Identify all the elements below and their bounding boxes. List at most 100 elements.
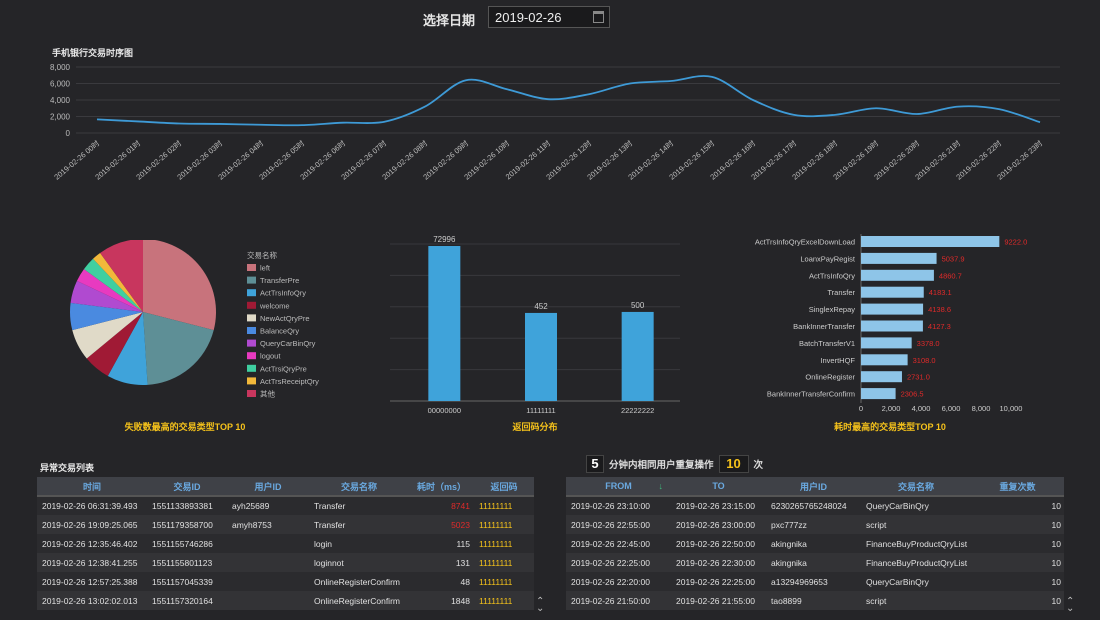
name-cell: OnlineRegisterConfirm [309,572,409,591]
table-row[interactable]: 2019-02-26 06:31:39.493 1551133893381 ayh2… [37,496,534,515]
col-header-code[interactable]: 返回码 [474,477,534,497]
scroll-updown-icon[interactable]: ⌃ ⌄ [1066,596,1075,614]
y-tick-label: InvertHQF [820,356,855,365]
bar-value-label: 4860.7 [939,271,962,280]
y-tick-label: 8,000 [50,63,71,72]
time-cell: 2019-02-26 12:57:25.388 [37,572,147,591]
col-header-time[interactable]: 时间 [37,477,147,497]
to-cell: 2019-02-26 23:00:00 [671,515,766,534]
legend-swatch [247,390,256,397]
y-tick-label: LoanxPayRegist [800,254,856,263]
col-header-count[interactable]: 重复次数 [971,477,1064,497]
col-header-name[interactable]: 交易名称 [309,477,409,497]
minutes-input[interactable]: 5 [586,455,604,473]
to-cell: 2019-02-26 22:50:00 [671,534,766,553]
uid-cell: a13294969653 [766,572,861,591]
uid-cell: 6230265765248024 [766,496,861,515]
legend-swatch [247,377,256,385]
table-row[interactable]: 2019-02-26 19:09:25.065 1551179358700 amyh… [37,515,534,534]
col-header-uid[interactable]: 用户ID [227,477,309,497]
bar [621,311,654,401]
code-cell: 11111111 [474,572,534,591]
col-header-to[interactable]: TO [671,477,766,497]
y-tick-label: SinglexRepay [809,305,856,314]
x-tick-label: 11111111 [526,406,555,415]
code-cell: 11111111 [474,496,534,515]
pie-slice [83,258,143,312]
line-chart-title: 手机银行交易时序图 [52,48,134,58]
to-cell: 2019-02-26 21:55:00 [671,591,766,610]
time-cell: 2019-02-26 12:35:46.402 [37,534,147,553]
x-tick-label: 2,000 [882,404,901,413]
name-cell: FinanceBuyProductQryList [861,553,971,572]
table-row[interactable]: 2019-02-26 22:55:00 2019-02-26 23:00:00 px… [566,515,1064,534]
table-row[interactable]: 2019-02-26 13:02:02.013 1551157320164 Onli… [37,591,534,610]
bar [525,312,557,401]
legend-label: left [260,264,271,273]
x-tick-label: 0 [859,404,863,413]
legend-label: ActTrsiQryPre [260,364,307,373]
bar-value-label: 9222.0 [1004,238,1027,247]
date-picker-input[interactable]: 2019-02-26 [488,6,610,28]
pie-slice [86,312,143,376]
calendar-icon[interactable] [593,11,604,23]
table-row[interactable]: 2019-02-26 22:25:00 2019-02-26 22:30:00 ak… [566,553,1064,572]
col-header-uid[interactable]: 用户ID [766,477,861,497]
to-cell: 2019-02-26 22:25:00 [671,572,766,591]
cost-cell: 48 [409,572,474,591]
txid-cell: 1551155746286 [147,534,227,553]
name-cell: OnlineRegisterConfirm [309,591,409,610]
y-tick-label: 4,000 [50,96,71,105]
table-row[interactable]: 2019-02-26 23:10:00 2019-02-26 23:15:00 62… [566,496,1064,515]
table-row[interactable]: 2019-02-26 21:50:00 2019-02-26 21:55:00 ta… [566,591,1064,610]
pie-slice [70,280,143,312]
date-label: 选择日期 [423,13,476,28]
y-tick-label: Transfer [827,288,855,297]
anomaly-table: 时间 交易ID 用户ID 交易名称 耗时（ms） 返回码 2019-02-26 … [37,477,534,610]
table-row[interactable]: 2019-02-26 22:45:00 2019-02-26 22:50:00 ak… [566,534,1064,553]
table-row[interactable]: 2019-02-26 22:20:00 2019-02-26 22:25:00 a1… [566,572,1064,591]
table-row[interactable]: 2019-02-26 12:35:46.402 1551155746286 logi… [37,534,534,553]
col-header-name[interactable]: 交易名称 [861,477,971,497]
legend-swatch [247,289,256,297]
code-cell: 11111111 [474,534,534,553]
name-cell: script [861,591,971,610]
count-cell: 10 [971,515,1064,534]
uid-cell [227,553,309,572]
anomaly-table-title: 异常交易列表 [40,463,95,473]
col-header-cost[interactable]: 耗时（ms） [409,477,474,497]
hbar [861,303,924,315]
legend-label: TransferPre [260,276,299,285]
name-cell: QueryCarBinQry [861,496,971,515]
count-cell: 10 [971,553,1064,572]
legend-swatch [247,364,256,372]
bar-value-label: 3108.0 [913,356,936,365]
bar-chart-caption: 返回码分布 [512,422,558,432]
table-row[interactable]: 2019-02-26 12:38:41.255 1551155801123 logi… [37,553,534,572]
uid-cell: amyh8753 [227,515,309,534]
bar-value-label: 452 [534,302,548,311]
uid-cell [227,534,309,553]
pie-slice [93,252,143,312]
sort-down-icon[interactable]: ↓ [658,481,664,491]
count-input[interactable]: 10 [718,455,749,473]
col-header-from[interactable]: FROM ↓ [566,477,671,497]
code-cell: 11111111 [474,591,534,610]
pie-slice [100,240,143,312]
scroll-updown-icon[interactable]: ⌃ ⌄ [536,596,545,614]
from-cell: 2019-02-26 23:10:00 [566,496,671,515]
col-header-txid[interactable]: 交易ID [147,477,227,497]
hbar [861,236,1000,247]
name-cell: Transfer [309,496,409,515]
table-row[interactable]: 2019-02-26 12:57:25.388 1551157045339 Onli… [37,572,534,591]
name-cell: login [309,534,409,553]
cost-cell: 115 [409,534,474,553]
from-cell: 2019-02-26 22:55:00 [566,515,671,534]
hbar [861,286,924,298]
uid-cell [227,572,309,591]
time-cell: 2019-02-26 13:02:02.013 [37,591,147,610]
repeat-ops-header: 5 分钟内相同用户重复操作 10 次 [586,455,763,473]
txid-cell: 1551155801123 [147,553,227,572]
code-cell: 11111111 [474,515,534,534]
